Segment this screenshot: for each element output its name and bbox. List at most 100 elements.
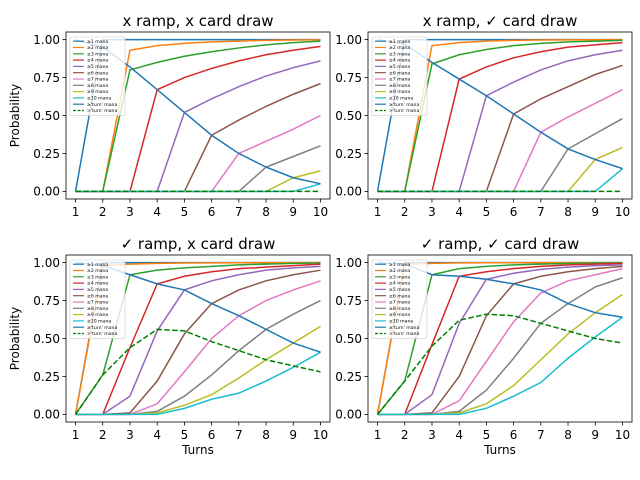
x-tick-label: 10 xyxy=(615,428,630,442)
legend-label: ≥4 mana xyxy=(87,58,108,64)
legend-label: ≥5 mana xyxy=(389,287,410,293)
legend-label: ≥3 mana xyxy=(389,274,410,280)
series-line-6 xyxy=(75,269,321,416)
x-tick-label: 4 xyxy=(153,428,161,442)
x-tick-label: 6 xyxy=(208,205,216,219)
x-tick-label: 1 xyxy=(374,205,382,219)
y-tick-label: 1.00 xyxy=(335,33,362,47)
y-tick-label: 0.50 xyxy=(335,332,362,346)
subplot-2: x ramp, ✓ card draw 1 2 3 4 5 6 7 8 9 10 0.00 0.25 0.… xyxy=(335,12,633,219)
subplot-title: ✓ ramp, ✓ card draw xyxy=(421,235,579,253)
legend-label: >'turn' mana xyxy=(389,331,419,337)
series-line-10 xyxy=(75,351,321,416)
legend-box xyxy=(69,259,126,339)
x-tick-label: 5 xyxy=(181,205,189,219)
legend-label: ≥5 mana xyxy=(87,64,108,70)
x-tick-label: 9 xyxy=(591,205,599,219)
subplot-title: ✓ ramp, x card draw xyxy=(121,235,276,253)
legend-label: ≥3 mana xyxy=(87,274,108,280)
series-line-4 xyxy=(377,262,623,416)
series-line-4 xyxy=(75,263,321,416)
x-tick-label: 1 xyxy=(72,205,80,219)
legend-label: ≥6 mana xyxy=(87,70,108,76)
series-line-10 xyxy=(377,316,623,416)
x-tick-label: 3 xyxy=(428,205,436,219)
legend-label: ≥'turn' mana xyxy=(87,102,117,108)
legend: ≥1 mana≥2 mana≥3 mana≥4 mana≥5 mana≥6 ma… xyxy=(371,259,428,339)
legend-label: >'turn' mana xyxy=(87,331,117,337)
x-tick-label: 6 xyxy=(510,428,518,442)
legend-label: ≥6 mana xyxy=(87,293,108,299)
series-line-10 xyxy=(75,183,321,193)
legend-label: ≥'turn' mana xyxy=(389,325,419,331)
x-tick-label: 4 xyxy=(455,428,463,442)
legend-label: ≥6 mana xyxy=(389,293,410,299)
y-tick-label: 0.50 xyxy=(335,109,362,123)
y-tick-label: 0.50 xyxy=(33,332,60,346)
y-tick-label: 1.00 xyxy=(33,33,60,47)
legend-label: ≥7 mana xyxy=(389,77,410,83)
legend-label: ≥8 mana xyxy=(87,83,108,89)
x-tick-label: 1 xyxy=(72,428,80,442)
y-tick-label: 0.00 xyxy=(33,185,60,199)
y-tick-label: 0.25 xyxy=(33,370,60,384)
x-tick-label: 7 xyxy=(537,428,545,442)
legend-label: >'turn' mana xyxy=(389,108,419,114)
y-tick-label: 0.75 xyxy=(335,294,362,308)
legend: ≥1 mana≥2 mana≥3 mana≥4 mana≥5 mana≥6 ma… xyxy=(69,259,126,339)
y-tick-label: 0.75 xyxy=(33,294,60,308)
subplot-1: x ramp, x card draw 1 2 3 4 5 6 7 8 9 10 0.00 0.25 0.… xyxy=(8,12,331,219)
x-tick-label: 7 xyxy=(235,428,243,442)
subplot-title: x ramp, x card draw xyxy=(122,12,273,30)
x-tick-label: 9 xyxy=(289,205,297,219)
legend-label: ≥1 mana xyxy=(87,262,108,268)
y-axis-label: Probability xyxy=(8,307,22,370)
legend-label: ≥9 mana xyxy=(389,312,410,318)
legend-label: ≥4 mana xyxy=(389,281,410,287)
legend-box xyxy=(69,36,126,116)
series-line-6 xyxy=(377,265,623,416)
y-tick-label: 0.00 xyxy=(335,185,362,199)
x-tick-label: 2 xyxy=(99,205,107,219)
legend-label: ≥7 mana xyxy=(87,300,108,306)
x-tick-label: 9 xyxy=(289,428,297,442)
legend-label: ≥10 mana xyxy=(389,96,413,102)
legend-label: >'turn' mana xyxy=(87,108,117,114)
legend-label: ≥8 mana xyxy=(87,306,108,312)
x-tick-label: 2 xyxy=(99,428,107,442)
legend-label: ≥5 mana xyxy=(87,287,108,293)
x-tick-label: 8 xyxy=(262,205,270,219)
x-tick-label: 5 xyxy=(181,428,189,442)
x-axis-label: Turns xyxy=(483,443,516,457)
x-tick-label: 5 xyxy=(483,428,491,442)
x-tick-label: 3 xyxy=(428,428,436,442)
y-tick-label: 0.75 xyxy=(335,71,362,85)
subplot-4: ✓ ramp, ✓ card draw 1 2 3 4 5 6 7 8 9 10 0.00 0.25 0.… xyxy=(335,235,633,457)
series-line-3 xyxy=(377,39,623,193)
legend-label: ≥4 mana xyxy=(87,281,108,287)
x-tick-label: 7 xyxy=(537,205,545,219)
legend-label: ≥3 mana xyxy=(87,51,108,57)
legend-label: ≥10 mana xyxy=(389,319,413,325)
series-line-5 xyxy=(377,264,623,416)
x-tick-label: 10 xyxy=(313,205,328,219)
legend-label: ≥10 mana xyxy=(87,319,111,325)
legend-label: ≥1 mana xyxy=(389,39,410,45)
legend-label: ≥7 mana xyxy=(389,300,410,306)
series-line-2 xyxy=(75,39,321,193)
legend-label: ≥1 mana xyxy=(87,39,108,45)
legend: ≥1 mana≥2 mana≥3 mana≥4 mana≥5 mana≥6 ma… xyxy=(69,36,126,116)
x-tick-label: 4 xyxy=(455,205,463,219)
series-line-10 xyxy=(377,168,623,193)
legend-label: ≥10 mana xyxy=(87,96,111,102)
legend-label: ≥2 mana xyxy=(87,268,108,274)
x-tick-label: 5 xyxy=(483,205,491,219)
series-line-5 xyxy=(75,265,321,416)
subplot-3: ✓ ramp, x card draw 1 2 3 4 5 6 7 8 9 10 0.00 0.25 0.… xyxy=(8,235,331,457)
legend-label: ≥9 mana xyxy=(389,89,410,95)
legend-label: ≥2 mana xyxy=(389,268,410,274)
legend-label: ≥5 mana xyxy=(389,64,410,70)
x-tick-label: 8 xyxy=(564,205,572,219)
legend-label: ≥'turn' mana xyxy=(87,325,117,331)
